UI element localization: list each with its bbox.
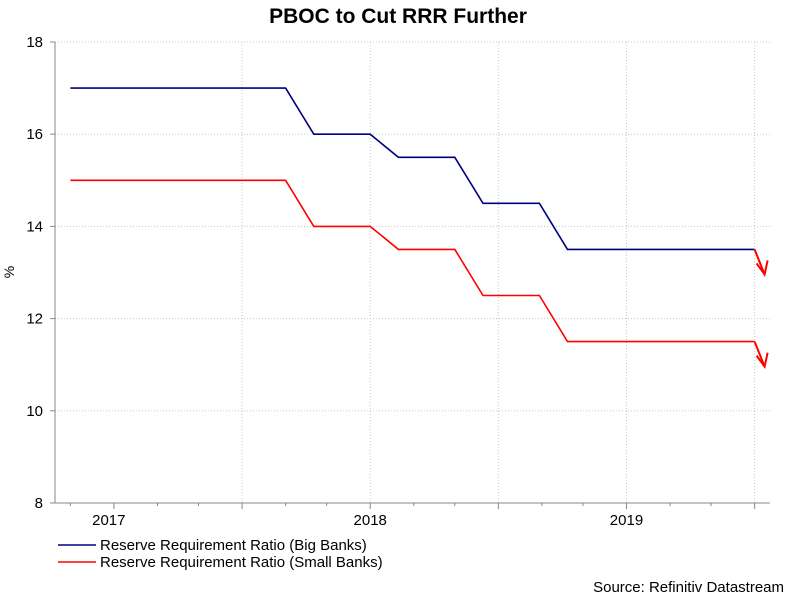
legend: Reserve Requirement Ratio (Big Banks)Res… — [58, 537, 383, 571]
source-note: Source: Refinitiv Datastream — [593, 579, 784, 596]
series-line-big-banks — [70, 87, 755, 251]
forecast-arrow-head — [755, 352, 769, 370]
x-tick-label: 2019 — [610, 512, 643, 529]
x-ticks: 2017 2018 2019 — [92, 512, 643, 529]
forecast-arrows — [753, 249, 769, 370]
legend-label: Reserve Requirement Ratio (Big Banks) — [100, 537, 367, 554]
y-tick-label: 12 — [26, 311, 43, 328]
y-tick-label: 16 — [26, 126, 43, 143]
grid — [55, 41, 770, 503]
y-ticks: 8 10 12 14 16 18 — [26, 34, 43, 512]
forecast-arrow-head — [755, 260, 769, 277]
y-tick-label: 18 — [26, 34, 43, 51]
legend-label: Reserve Requirement Ratio (Small Banks) — [100, 554, 383, 571]
y-tick-label: 8 — [35, 495, 43, 512]
series-group — [70, 87, 755, 343]
series-line-small-banks — [70, 179, 755, 343]
axes — [50, 41, 770, 509]
y-tick-label: 14 — [26, 218, 43, 235]
chart-title: PBOC to Cut RRR Further — [269, 5, 527, 28]
forecast-arrow-shaft — [753, 341, 766, 368]
forecast-arrow-shaft — [753, 249, 766, 275]
y-tick-label: 10 — [26, 403, 43, 420]
x-tick-label: 2017 — [92, 512, 125, 529]
y-axis-label: % — [1, 266, 17, 278]
x-tick-label: 2018 — [354, 512, 387, 529]
